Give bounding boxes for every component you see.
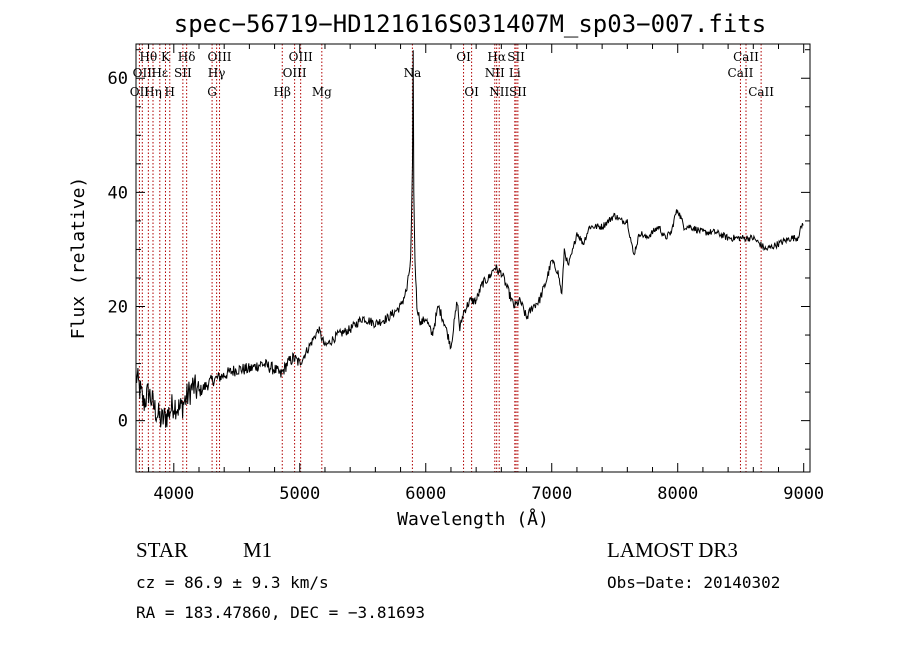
- spectral-line-label: Mg: [312, 85, 332, 99]
- object-class: STAR: [136, 538, 188, 562]
- spectral-line-label: Hη: [144, 85, 162, 99]
- spectral-line-label: CaII: [728, 66, 754, 80]
- spectral-line-label: OIII: [289, 50, 313, 64]
- spectral-line-label: G: [207, 85, 217, 99]
- chart-title: spec−56719−HD121616S031407M_sp03−007.fit…: [174, 10, 766, 38]
- spectral-line-label: SII: [507, 50, 525, 64]
- flux-series-line: [135, 50, 804, 428]
- y-tick-label: 60: [108, 69, 128, 89]
- x-tick-label: 5000: [279, 484, 320, 504]
- y-tick-label: 20: [108, 298, 128, 318]
- spectral-line-label: OI: [464, 85, 479, 99]
- survey-label: LAMOST DR3: [607, 538, 738, 562]
- spectral-line-label: NII: [489, 85, 509, 99]
- redshift-velocity: cz = 86.9 ± 9.3 km/s: [136, 573, 329, 592]
- spectral-line-label: Hβ: [274, 85, 291, 99]
- y-axis-label: Flux (relative): [68, 177, 89, 340]
- x-tick-label: 8000: [657, 484, 698, 504]
- plot-frame: [135, 43, 811, 473]
- spectral-line-label: NII: [485, 66, 505, 80]
- spectral-line-label: Hα: [487, 50, 506, 64]
- spectral-line-label: OIII: [207, 50, 231, 64]
- y-tick-label: 40: [108, 183, 128, 203]
- spectral-line-label: K: [161, 50, 171, 64]
- spectral-line-label: OIII: [283, 66, 307, 80]
- spectral-line-label: Hγ: [208, 66, 226, 80]
- spectral-line-label: Hδ: [178, 50, 196, 64]
- spectral-line-label: OII: [130, 85, 150, 99]
- x-tick-label: 7000: [531, 484, 572, 504]
- spectral-line-label: SII: [174, 66, 192, 80]
- spectral-line-label: SII: [509, 85, 527, 99]
- spectral-line-label: Hε: [151, 66, 168, 80]
- observation-date: Obs−Date: 20140302: [607, 573, 781, 592]
- x-tick-label: 6000: [405, 484, 446, 504]
- spectral-line-label: OII: [133, 66, 153, 80]
- y-tick-label: 0: [118, 412, 128, 432]
- spectral-line-label: Hθ: [139, 50, 157, 64]
- ra-dec-coordinates: RA = 183.47860, DEC = −3.81693: [136, 603, 425, 622]
- spectral-line-label: Li: [509, 66, 521, 80]
- x-axis-label: Wavelength (Å): [397, 508, 549, 530]
- x-tick-label: 9000: [783, 484, 824, 504]
- spectral-line-label: OI: [456, 50, 471, 64]
- spectral-line-label: H: [165, 85, 175, 99]
- spectral-line-label: CaII: [733, 50, 759, 64]
- object-subclass: M1: [243, 538, 273, 562]
- spectral-line-label: CaII: [748, 85, 774, 99]
- spectral-line-label: Na: [404, 66, 422, 80]
- x-tick-label: 4000: [153, 484, 194, 504]
